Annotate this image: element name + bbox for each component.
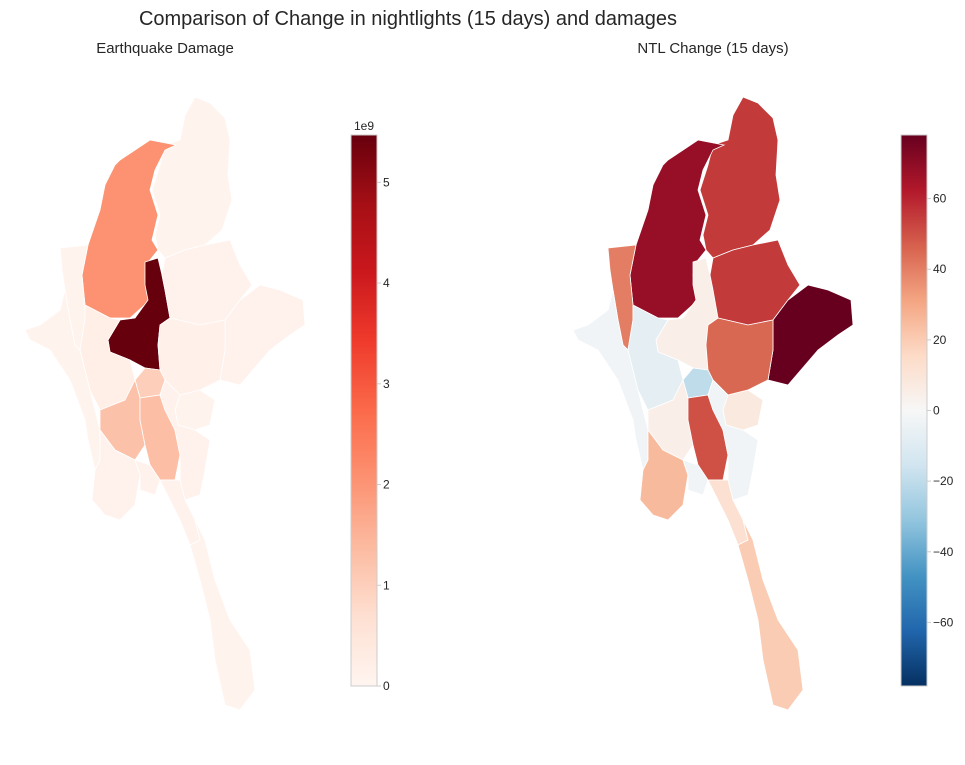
region-ayeyarwady bbox=[91, 428, 141, 521]
colorbar-tick-label: 0 bbox=[383, 679, 390, 693]
region-rakhine bbox=[572, 289, 649, 472]
ntl-map bbox=[572, 96, 854, 711]
region-yangon bbox=[682, 459, 709, 496]
ntl-colorbar-gradient bbox=[900, 134, 928, 687]
region-tanintharyi bbox=[189, 519, 256, 711]
colorbar-tick-label: −40 bbox=[933, 545, 954, 559]
colorbar-tick-label: 3 bbox=[383, 377, 390, 391]
damage-colorbar-offset: 1e9 bbox=[354, 119, 374, 133]
colorbar-tick-label: 5 bbox=[383, 175, 390, 189]
colorbar-tick-label: 0 bbox=[933, 404, 940, 418]
region-magway bbox=[79, 304, 136, 411]
colorbar-tick-label: 40 bbox=[933, 262, 947, 276]
colorbar-tick-label: 1 bbox=[383, 578, 390, 592]
colorbar-tick-label: 2 bbox=[383, 478, 390, 492]
colorbar-tick-label: −60 bbox=[933, 615, 954, 629]
region-tanintharyi bbox=[737, 519, 804, 711]
region-kayah bbox=[174, 389, 216, 431]
colorbar-tick-label: −20 bbox=[933, 474, 954, 488]
suptitle: Comparison of Change in nightlights (15 … bbox=[139, 8, 677, 30]
colorbar-tick-label: 20 bbox=[933, 333, 947, 347]
ntl-colorbar: −60 −40 −20 0 20 40 60 bbox=[900, 134, 954, 687]
region-rakhine bbox=[24, 289, 101, 472]
damage-colorbar-gradient bbox=[350, 134, 378, 687]
region-kachin bbox=[151, 96, 233, 259]
damage-map bbox=[24, 96, 306, 711]
region-yangon bbox=[134, 459, 161, 496]
colorbar-tick-label: 60 bbox=[933, 192, 947, 206]
region-kayin bbox=[707, 379, 759, 501]
region-magway bbox=[627, 304, 684, 411]
region-kayah bbox=[722, 389, 764, 431]
right-map-title: NTL Change (15 days) bbox=[637, 40, 788, 57]
damage-colorbar: 1e9 0 1 2 3 4 5 bbox=[350, 119, 390, 693]
colorbar-tick-label: 4 bbox=[383, 276, 390, 290]
region-ayeyarwady bbox=[639, 428, 689, 521]
region-kachin bbox=[699, 96, 781, 259]
region-kayin bbox=[159, 379, 211, 501]
left-map-title: Earthquake Damage bbox=[96, 40, 234, 57]
